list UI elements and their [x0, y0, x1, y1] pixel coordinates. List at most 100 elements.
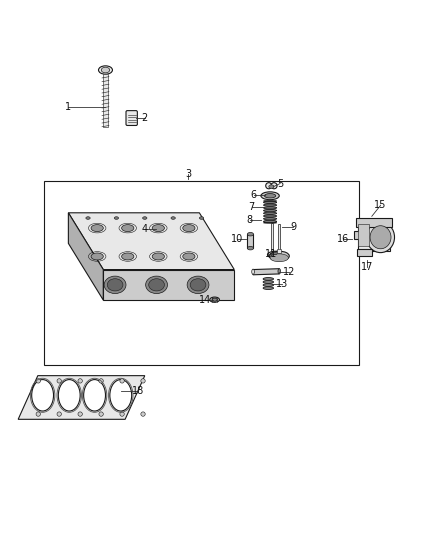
Ellipse shape — [57, 379, 61, 383]
Ellipse shape — [122, 224, 134, 231]
Text: 8: 8 — [247, 215, 253, 225]
Ellipse shape — [36, 412, 40, 416]
Ellipse shape — [252, 269, 254, 274]
Ellipse shape — [264, 200, 277, 201]
Ellipse shape — [122, 253, 134, 260]
Ellipse shape — [212, 298, 217, 301]
Ellipse shape — [263, 284, 274, 286]
Ellipse shape — [91, 253, 103, 260]
Ellipse shape — [278, 269, 281, 274]
Ellipse shape — [264, 207, 277, 209]
Bar — [356, 217, 392, 227]
Polygon shape — [253, 269, 279, 275]
Ellipse shape — [367, 222, 395, 253]
Ellipse shape — [247, 232, 254, 236]
Text: 18: 18 — [132, 386, 145, 396]
FancyBboxPatch shape — [126, 111, 138, 125]
Ellipse shape — [143, 217, 147, 220]
Ellipse shape — [370, 225, 391, 249]
Ellipse shape — [141, 379, 145, 383]
Ellipse shape — [36, 379, 40, 383]
Bar — [354, 231, 360, 239]
Bar — [357, 249, 372, 256]
Ellipse shape — [263, 278, 274, 280]
Ellipse shape — [187, 276, 209, 294]
Bar — [44, 181, 359, 365]
Ellipse shape — [199, 217, 204, 220]
Polygon shape — [68, 213, 103, 300]
Ellipse shape — [269, 251, 289, 261]
Ellipse shape — [58, 379, 80, 411]
Ellipse shape — [32, 379, 53, 411]
Text: 14: 14 — [199, 295, 211, 305]
Ellipse shape — [210, 297, 219, 302]
Text: 16: 16 — [337, 235, 350, 245]
Ellipse shape — [268, 251, 284, 258]
Ellipse shape — [101, 67, 110, 73]
Ellipse shape — [264, 222, 277, 223]
Text: 9: 9 — [290, 222, 296, 232]
Bar — [247, 234, 254, 248]
Ellipse shape — [120, 379, 124, 383]
Ellipse shape — [271, 253, 281, 257]
Ellipse shape — [141, 412, 145, 416]
Bar — [358, 224, 369, 246]
Ellipse shape — [269, 185, 274, 188]
Text: 15: 15 — [374, 200, 387, 211]
Ellipse shape — [264, 217, 277, 220]
Text: 2: 2 — [141, 113, 148, 123]
Ellipse shape — [146, 276, 167, 294]
Ellipse shape — [264, 209, 277, 212]
Bar — [278, 224, 280, 251]
Ellipse shape — [152, 224, 164, 231]
Ellipse shape — [190, 279, 206, 291]
Ellipse shape — [104, 276, 126, 294]
Polygon shape — [68, 213, 234, 270]
Polygon shape — [103, 270, 234, 300]
Ellipse shape — [264, 215, 277, 217]
Text: 12: 12 — [283, 266, 295, 277]
Text: 7: 7 — [249, 201, 255, 212]
Bar — [271, 223, 273, 257]
Text: 11: 11 — [265, 249, 278, 259]
Ellipse shape — [91, 224, 103, 231]
Ellipse shape — [263, 287, 274, 289]
Ellipse shape — [261, 192, 279, 200]
Ellipse shape — [84, 379, 106, 411]
Text: 6: 6 — [251, 190, 257, 200]
Ellipse shape — [86, 217, 90, 220]
Ellipse shape — [247, 246, 254, 250]
Bar — [277, 249, 281, 253]
Ellipse shape — [264, 212, 277, 214]
Ellipse shape — [78, 412, 82, 416]
Bar — [103, 74, 108, 127]
Ellipse shape — [99, 66, 113, 74]
Ellipse shape — [265, 193, 276, 198]
Ellipse shape — [78, 379, 82, 383]
Text: 4: 4 — [142, 224, 148, 235]
Ellipse shape — [266, 183, 272, 189]
Ellipse shape — [57, 412, 61, 416]
Ellipse shape — [183, 224, 195, 231]
Ellipse shape — [171, 217, 175, 220]
Ellipse shape — [120, 412, 124, 416]
Bar — [358, 220, 390, 251]
Text: 10: 10 — [231, 235, 244, 245]
Ellipse shape — [99, 412, 103, 416]
Ellipse shape — [114, 217, 119, 220]
Text: 5: 5 — [277, 179, 283, 189]
Ellipse shape — [149, 279, 164, 291]
Ellipse shape — [183, 253, 195, 260]
Text: 1: 1 — [65, 102, 71, 112]
Ellipse shape — [263, 280, 274, 284]
Ellipse shape — [152, 253, 164, 260]
Polygon shape — [18, 376, 145, 419]
Ellipse shape — [264, 220, 277, 223]
Ellipse shape — [110, 379, 132, 411]
Ellipse shape — [264, 201, 277, 204]
Text: 3: 3 — [185, 168, 191, 179]
Ellipse shape — [99, 379, 103, 383]
Text: 17: 17 — [361, 262, 374, 271]
Ellipse shape — [271, 183, 277, 189]
Ellipse shape — [270, 254, 288, 262]
